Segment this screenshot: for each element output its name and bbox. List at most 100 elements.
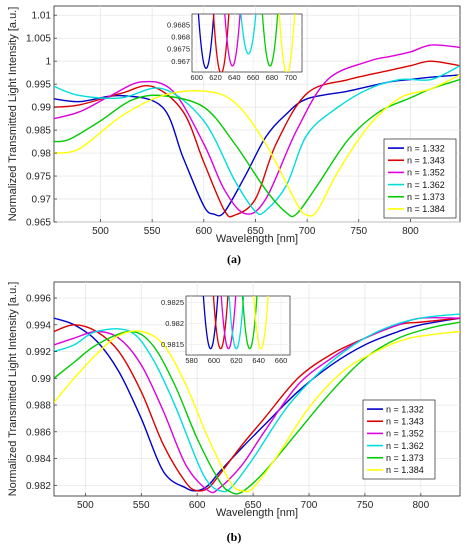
x-tick-label: 700 xyxy=(301,500,318,511)
series-line xyxy=(54,317,460,492)
x-tick-label: 650 xyxy=(247,226,264,237)
legend-a: n = 1.332 n = 1.343 n = 1.352 n = 1.362 n = … xyxy=(383,138,457,219)
caption-a: (a) xyxy=(227,252,241,266)
inset-x-tick-label: 640 xyxy=(252,356,265,365)
y-tick-label: 0.98 xyxy=(32,149,52,160)
legend-label: n = 1.352 xyxy=(407,168,445,178)
x-tick-label: 750 xyxy=(350,226,367,237)
x-tick-label: 800 xyxy=(413,500,430,511)
series-line xyxy=(54,78,460,218)
inset-x-tick-label: 660 xyxy=(275,356,288,365)
xlabel-b: Wavelength [nm] xyxy=(216,507,298,519)
xlabel-a: Wavelength [nm] xyxy=(216,233,298,245)
inset-y-tick-label: 0.9825 xyxy=(161,298,184,307)
legend-label: n = 1.384 xyxy=(407,204,445,214)
inset-y-tick-label: 0.9675 xyxy=(167,45,190,54)
x-tick-label: 500 xyxy=(77,500,94,511)
ylabel-b: Normalized Transmitted Light Intensity [… xyxy=(7,282,19,497)
ticks-a: 500 550 600 650 700 750 800 0.965 0.97 0.975 0.98 0… xyxy=(26,11,419,237)
y-tick-label: 0.99 xyxy=(32,374,52,385)
x-tick-label: 550 xyxy=(144,226,161,237)
caption-b: (b) xyxy=(227,530,242,544)
inset-y-tick-label: 0.982 xyxy=(165,319,184,328)
inset-x-tick-label: 700 xyxy=(284,73,297,82)
inset-x-tick-label: 600 xyxy=(190,73,203,82)
inset-series-line xyxy=(212,14,230,72)
inset-series-line xyxy=(224,14,241,67)
legend-label: n = 1.343 xyxy=(386,416,424,426)
series-line xyxy=(54,60,460,218)
y-tick-label: 0.986 xyxy=(26,427,51,438)
inset-y-tick-label: 0.967 xyxy=(171,57,190,66)
series-line xyxy=(54,321,460,495)
panel-a: 500 550 600 650 700 750 800 0.965 0.97 0.975 0.98 0… xyxy=(7,5,461,266)
inset-x-tick-label: 680 xyxy=(266,73,279,82)
inset-x-tick-label: 620 xyxy=(209,73,222,82)
inset-series-line xyxy=(278,14,296,72)
inset-series-line xyxy=(220,296,237,350)
series-line xyxy=(54,330,460,493)
ticks-b: 500 550 600 650 700 750 800 0.982 0.984 0.986 0.98… xyxy=(26,294,430,511)
legend-label: n = 1.384 xyxy=(386,465,424,475)
y-tick-label: 0.965 xyxy=(26,218,51,229)
inset-series-line xyxy=(253,296,269,350)
y-tick-label: 0.988 xyxy=(26,401,51,412)
y-tick-label: 0.982 xyxy=(26,481,51,492)
y-tick-label: 0.996 xyxy=(26,294,51,305)
series-line xyxy=(54,74,460,217)
series-line xyxy=(54,313,460,493)
inset-y-tick-label: 0.968 xyxy=(171,33,190,42)
y-tick-label: 0.984 xyxy=(26,454,51,465)
legend-b: n = 1.332 n = 1.343 n = 1.352 n = 1.362 n = … xyxy=(362,399,436,480)
x-tick-label: 700 xyxy=(299,226,316,237)
legend-label: n = 1.332 xyxy=(386,404,424,414)
legend-label: n = 1.352 xyxy=(386,429,424,439)
x-tick-label: 600 xyxy=(189,500,206,511)
inset-y-tick-label: 0.9815 xyxy=(161,340,184,349)
inset-series-line xyxy=(197,14,215,70)
y-tick-label: 0.985 xyxy=(26,126,51,137)
legend-label: n = 1.362 xyxy=(407,180,445,190)
x-tick-label: 650 xyxy=(245,500,262,511)
y-tick-label: 0.995 xyxy=(26,80,51,91)
legend-box xyxy=(362,399,436,480)
inset-series-line xyxy=(212,296,229,350)
inset-series-line xyxy=(240,14,257,55)
inset-series-line xyxy=(228,296,245,350)
y-tick-label: 0.994 xyxy=(26,320,51,331)
series-a xyxy=(54,44,460,218)
x-tick-label: 500 xyxy=(92,226,109,237)
series-line xyxy=(54,65,460,216)
panel-b: 500 550 600 650 700 750 800 0.982 0.984 0.986 0.98… xyxy=(7,281,461,544)
inset-x-tick-label: 640 xyxy=(228,73,241,82)
inset-x-tick-label: 580 xyxy=(185,356,198,365)
inset-y-tick-label: 0.9685 xyxy=(167,21,190,30)
inset-x-tick-label: 660 xyxy=(247,73,260,82)
y-tick-label: 1 xyxy=(45,57,51,68)
inset-b: 580 600 620 640 660 0.9815 0.982 0.9825 xyxy=(161,295,291,365)
legend-label: n = 1.373 xyxy=(386,453,424,463)
legend-label: n = 1.373 xyxy=(407,192,445,202)
x-tick-label: 750 xyxy=(357,500,374,511)
legend-box xyxy=(383,138,457,219)
legend-label: n = 1.332 xyxy=(407,143,445,153)
x-tick-label: 800 xyxy=(402,226,419,237)
legend-label: n = 1.343 xyxy=(407,155,445,165)
y-tick-label: 0.97 xyxy=(32,195,52,206)
series-b xyxy=(54,313,460,495)
y-tick-label: 1.005 xyxy=(26,34,51,45)
ylabel-a: Normalized Transmitted Light Intensity [… xyxy=(7,7,19,222)
x-tick-label: 600 xyxy=(195,226,212,237)
y-tick-label: 0.99 xyxy=(32,103,52,114)
legend-label: n = 1.362 xyxy=(386,441,424,451)
y-tick-label: 0.992 xyxy=(26,347,51,358)
inset-series-line xyxy=(241,296,258,350)
inset-a: 600 620 640 660 680 700 0.967 0.9675 0.968 0.9685 xyxy=(167,13,303,82)
x-tick-label: 550 xyxy=(133,500,150,511)
inset-x-tick-label: 620 xyxy=(230,356,243,365)
y-tick-label: 0.975 xyxy=(26,172,51,183)
inset-x-tick-label: 600 xyxy=(208,356,221,365)
inset-series-line xyxy=(261,14,279,67)
y-tick-label: 1.01 xyxy=(32,11,52,22)
